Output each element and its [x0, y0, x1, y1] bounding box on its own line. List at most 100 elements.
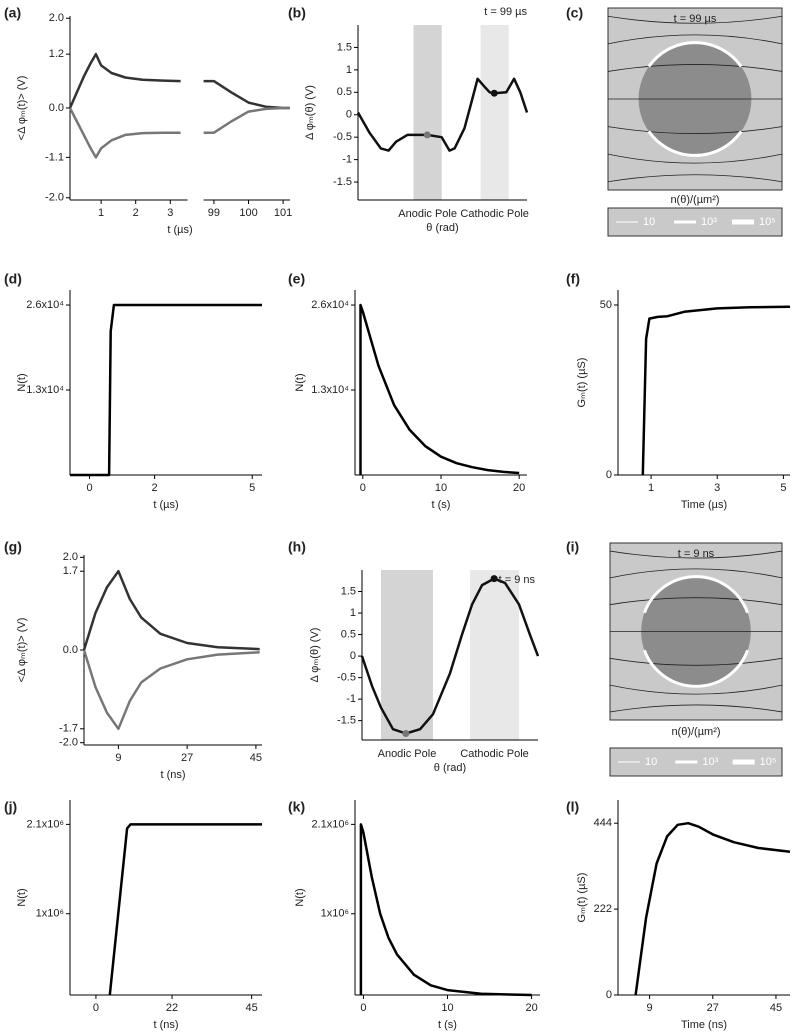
y-tick-label: 1.3x10⁴: [311, 384, 349, 396]
time-annotation: t = 99 µs: [674, 13, 717, 25]
y-tick-label: 2.1x10⁶: [311, 818, 349, 830]
y-axis-label: Δ φₘ(θ) (V): [304, 85, 316, 140]
y-axis-label: N(t): [16, 888, 28, 906]
panel-label: (i): [566, 539, 579, 555]
field-line: [607, 153, 783, 164]
x-tick-label: 10: [441, 1002, 453, 1014]
data-line: [70, 303, 262, 477]
panel-label: (l): [566, 799, 579, 815]
pole-band: [413, 25, 442, 200]
y-tick-label: 2.0: [49, 12, 64, 24]
x-tick-label: 45: [770, 1002, 782, 1014]
y-tick-label: 0: [606, 469, 612, 481]
data-line: [360, 577, 540, 735]
x-tick-label: 45: [250, 752, 262, 764]
x-tick-label: 22: [166, 1002, 178, 1014]
legend-label: 10⁵: [759, 216, 776, 228]
field-line: [609, 597, 783, 606]
time-annotation: t = 9 ns: [499, 574, 536, 586]
x-tick-label: 20: [525, 1002, 537, 1014]
legend-label: 10³: [702, 756, 718, 768]
y-tick-label: -1: [342, 154, 352, 166]
legend-label: 10: [643, 216, 655, 228]
y-tick-label: 444: [594, 817, 612, 829]
field-line: [609, 657, 783, 666]
field-line: [609, 704, 783, 713]
y-tick-label: 1.5: [341, 585, 356, 597]
y-tick-label: 222: [594, 903, 612, 915]
y-tick-label: 0: [606, 989, 612, 1001]
data-line: [356, 77, 529, 152]
x-axis-label: θ (rad): [426, 222, 458, 234]
field-line: [609, 568, 783, 579]
y-tick-label: -0.5: [333, 131, 352, 143]
y-tick-label: 1x10⁶: [36, 908, 64, 920]
field-line: [607, 34, 783, 45]
x-tick-label: 5: [780, 482, 786, 494]
y-axis-label: Gₘ(t) (µS): [576, 358, 588, 408]
x-axis-label: t (s): [438, 1019, 457, 1031]
data-line: [68, 106, 290, 159]
x-tick-label: 100: [239, 207, 257, 219]
panel-label: (d): [4, 271, 22, 287]
band-label: Cathodic Pole: [460, 748, 529, 760]
pole-marker: [402, 730, 410, 738]
pore-arc: [643, 649, 749, 688]
x-tick-label: 99: [208, 207, 220, 219]
y-tick-label: 0: [346, 109, 352, 121]
x-tick-label: 27: [707, 1002, 719, 1014]
y-axis-label: N(t): [294, 373, 306, 391]
x-tick-label: 45: [245, 1002, 257, 1014]
pole-marker: [490, 575, 498, 583]
y-tick-label: -1.5: [337, 715, 356, 727]
data-line: [68, 52, 290, 110]
x-tick-label: 0: [360, 482, 366, 494]
pole-band: [470, 570, 520, 740]
pole-band: [380, 570, 433, 740]
y-tick-label: 1.5: [337, 41, 352, 53]
x-tick-label: 1: [648, 482, 654, 494]
y-tick-label: 1: [350, 607, 356, 619]
x-axis-label: t (ns): [153, 1019, 178, 1031]
x-tick-label: 9: [115, 752, 121, 764]
x-axis-label: t (s): [432, 499, 451, 511]
y-tick-label: 50: [600, 299, 612, 311]
panel-label: (g): [4, 539, 22, 555]
panel-label: (f): [566, 271, 580, 287]
x-tick-label: 2: [152, 482, 158, 494]
y-tick-label: -1.5: [333, 176, 352, 188]
data-line: [359, 303, 520, 475]
y-tick-label: 1.3x10⁴: [26, 384, 64, 396]
field-line: [609, 550, 783, 559]
y-tick-label: -2.0: [45, 192, 64, 204]
panel-label: (c): [566, 5, 583, 21]
panel-label: (b): [288, 5, 306, 21]
x-tick-label: 0: [360, 1002, 366, 1014]
caption: n(θ)/(µm²): [671, 726, 720, 738]
x-axis-label: θ (rad): [434, 762, 466, 774]
panel-label: (a): [4, 5, 21, 21]
y-axis-label: Gₘ(t) (µS): [576, 873, 588, 923]
time-annotation: t = 99 µs: [484, 6, 527, 18]
field-line: [607, 15, 783, 24]
band-label: Anodic Pole: [398, 208, 457, 220]
x-tick-label: 0: [93, 1002, 99, 1014]
pole-marker: [423, 131, 431, 139]
panel-label: (k): [288, 799, 305, 815]
pole-marker: [490, 89, 498, 97]
x-tick-label: 5: [249, 482, 255, 494]
pore-arc: [643, 575, 749, 614]
field-line: [609, 684, 783, 695]
panel-label: (h): [288, 539, 306, 555]
y-tick-label: 2.1x10⁶: [26, 818, 64, 830]
y-tick-label: 0.0: [63, 644, 78, 656]
y-tick-label: -0.5: [337, 672, 356, 684]
time-annotation: t = 9 ns: [678, 548, 715, 560]
x-tick-label: 1: [98, 207, 104, 219]
x-axis-label: Time (µs): [681, 499, 727, 511]
data-line: [108, 823, 262, 996]
y-tick-label: 0.5: [337, 86, 352, 98]
x-tick-label: 3: [714, 482, 720, 494]
y-tick-label: -1: [346, 693, 356, 705]
y-tick-label: 0: [350, 650, 356, 662]
